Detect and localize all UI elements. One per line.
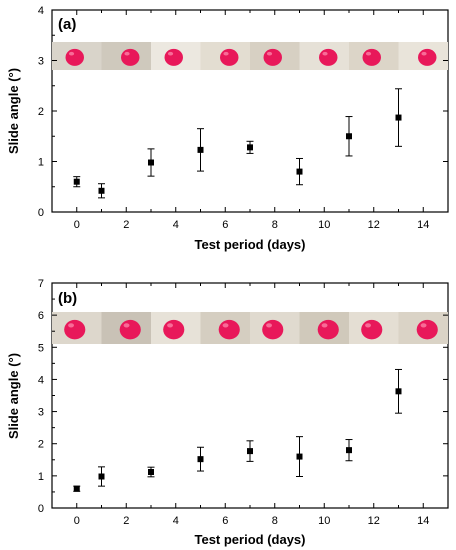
droplet-photo-strip bbox=[52, 312, 448, 344]
data-point bbox=[148, 469, 154, 475]
droplet-highlight bbox=[322, 51, 328, 56]
droplet-highlight bbox=[223, 51, 229, 56]
droplet-highlight bbox=[167, 51, 174, 56]
y-axis-title: Slide angle (°) bbox=[6, 353, 21, 439]
y-tick-label: 5 bbox=[38, 342, 44, 354]
x-axis-title: Test period (days) bbox=[194, 237, 305, 252]
droplet-highlight bbox=[68, 323, 75, 328]
droplet-highlight bbox=[123, 323, 130, 328]
plot-frame bbox=[51, 9, 449, 213]
droplet-highlight bbox=[167, 323, 174, 328]
data-point bbox=[197, 456, 204, 463]
x-tick-label: 0 bbox=[74, 219, 80, 231]
panel-label: (b) bbox=[58, 290, 77, 307]
x-tick-label: 2 bbox=[123, 515, 129, 527]
y-tick-label: 7 bbox=[38, 278, 44, 290]
panel-label: (a) bbox=[58, 16, 76, 33]
data-point bbox=[346, 447, 352, 454]
y-tick-label: 1 bbox=[38, 157, 44, 169]
droplet-highlight bbox=[365, 51, 372, 56]
x-tick-label: 10 bbox=[318, 515, 330, 527]
droplet bbox=[220, 48, 239, 66]
x-tick-label: 8 bbox=[272, 515, 278, 527]
data-point bbox=[98, 187, 105, 194]
data-point bbox=[247, 144, 253, 151]
droplet-highlight bbox=[68, 51, 75, 56]
x-tick-label: 8 bbox=[272, 219, 278, 231]
data-point bbox=[395, 114, 402, 121]
droplet-highlight bbox=[421, 51, 427, 56]
droplet-photo-strip bbox=[52, 42, 448, 70]
droplet bbox=[65, 48, 84, 66]
y-tick-label: 4 bbox=[38, 5, 44, 17]
droplet bbox=[319, 48, 338, 66]
droplet-highlight bbox=[266, 51, 273, 56]
x-tick-label: 4 bbox=[173, 515, 179, 527]
droplet bbox=[218, 319, 240, 340]
x-tick-label: 14 bbox=[417, 219, 429, 231]
data-point bbox=[98, 473, 105, 480]
droplet bbox=[119, 319, 141, 340]
droplet-highlight bbox=[222, 323, 229, 328]
y-tick-label: 2 bbox=[38, 439, 44, 451]
y-tick-label: 3 bbox=[38, 407, 44, 419]
data-point bbox=[296, 168, 303, 175]
droplet-highlight bbox=[124, 51, 130, 56]
x-axis-title: Test period (days) bbox=[194, 532, 305, 547]
y-axis-title: Slide angle (°) bbox=[6, 68, 21, 154]
y-tick-label: 2 bbox=[38, 106, 44, 118]
x-tick-label: 10 bbox=[318, 219, 330, 231]
droplet-highlight bbox=[420, 323, 427, 328]
droplet bbox=[362, 48, 381, 66]
y-tick-label: 0 bbox=[38, 207, 44, 219]
y-tick-label: 0 bbox=[38, 503, 44, 515]
droplet bbox=[262, 319, 284, 340]
droplet bbox=[416, 319, 438, 340]
y-tick-label: 3 bbox=[38, 56, 44, 68]
droplet-highlight bbox=[321, 323, 328, 328]
data-point bbox=[296, 453, 303, 460]
data-point bbox=[197, 146, 204, 153]
droplet bbox=[164, 48, 183, 66]
data-marks bbox=[73, 88, 402, 199]
y-tick-label: 4 bbox=[38, 374, 44, 386]
droplet bbox=[263, 48, 282, 66]
x-tick-label: 6 bbox=[222, 219, 228, 231]
data-point bbox=[395, 388, 402, 395]
data-point bbox=[247, 448, 253, 455]
droplet bbox=[64, 319, 86, 340]
x-tick-label: 6 bbox=[222, 515, 228, 527]
data-point bbox=[148, 159, 154, 166]
droplet bbox=[418, 48, 437, 66]
droplet bbox=[163, 319, 185, 340]
data-point bbox=[73, 485, 80, 492]
droplet bbox=[121, 48, 140, 66]
y-tick-label: 1 bbox=[38, 471, 44, 483]
data-point bbox=[346, 133, 352, 140]
droplet-highlight bbox=[365, 323, 372, 328]
data-point bbox=[73, 178, 80, 185]
x-tick-label: 12 bbox=[368, 219, 380, 231]
x-tick-label: 12 bbox=[368, 515, 380, 527]
y-tick-label: 6 bbox=[38, 310, 44, 322]
x-tick-label: 2 bbox=[123, 219, 129, 231]
data-marks bbox=[73, 368, 402, 492]
droplet-highlight bbox=[266, 323, 273, 328]
x-tick-label: 14 bbox=[417, 515, 429, 527]
droplet bbox=[361, 319, 383, 340]
x-tick-label: 0 bbox=[74, 515, 80, 527]
x-tick-label: 4 bbox=[173, 219, 179, 231]
droplet bbox=[317, 319, 339, 340]
